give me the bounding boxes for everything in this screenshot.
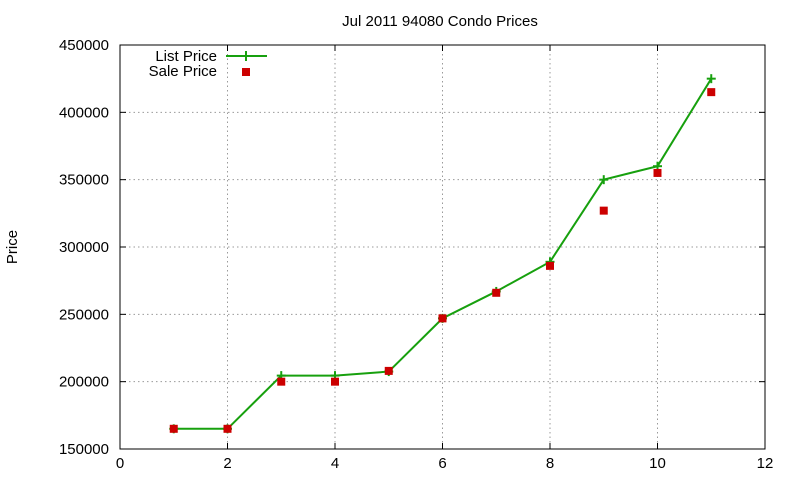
sale-price-point [546, 261, 554, 270]
legend-label-sale-price: Sale Price [149, 63, 217, 80]
y-tick-label: 400000 [59, 104, 109, 121]
x-tick-label: 10 [649, 455, 666, 472]
y-axis-label: Price [4, 230, 21, 264]
y-tick-label: 450000 [59, 37, 109, 54]
sale-price-point [169, 424, 178, 433]
sale-price-point [653, 168, 662, 177]
list-price-point [599, 175, 609, 185]
sale-price-point [384, 366, 393, 375]
sale-price-point [707, 88, 716, 97]
y-tick-label: 300000 [59, 239, 109, 256]
y-tick-label: 200000 [59, 374, 109, 391]
sale-price-point [438, 314, 447, 323]
legend: List Price Sale Price [149, 48, 267, 80]
x-tick-label: 12 [757, 455, 774, 472]
sale-price-point [223, 424, 232, 433]
y-tick-label: 350000 [59, 172, 109, 189]
y-tick-label: 250000 [59, 306, 109, 323]
x-tick-label: 4 [331, 455, 339, 472]
list-price-point [706, 74, 716, 84]
sale-price-point [331, 377, 339, 386]
legend-marker-sale-price [242, 68, 250, 76]
sale-price-point [492, 288, 501, 297]
grid [120, 45, 765, 449]
y-tick-label: 150000 [59, 441, 109, 458]
x-tick-label: 8 [546, 455, 554, 472]
sale-price-point [277, 377, 286, 386]
legend-marker-list-price [241, 51, 251, 61]
x-tick-label: 6 [438, 455, 446, 472]
x-tick-label: 0 [116, 455, 124, 472]
x-tick-label: 2 [223, 455, 231, 472]
chart-title: Jul 2011 94080 Condo Prices [342, 13, 538, 30]
series-layer [169, 74, 716, 434]
legend-label-list-price: List Price [155, 48, 217, 65]
sale-price-point [599, 206, 608, 215]
axis-ticks: 0 2 4 6 8 10 12 150000 200000 250000 300000 350000 4… [59, 37, 773, 472]
